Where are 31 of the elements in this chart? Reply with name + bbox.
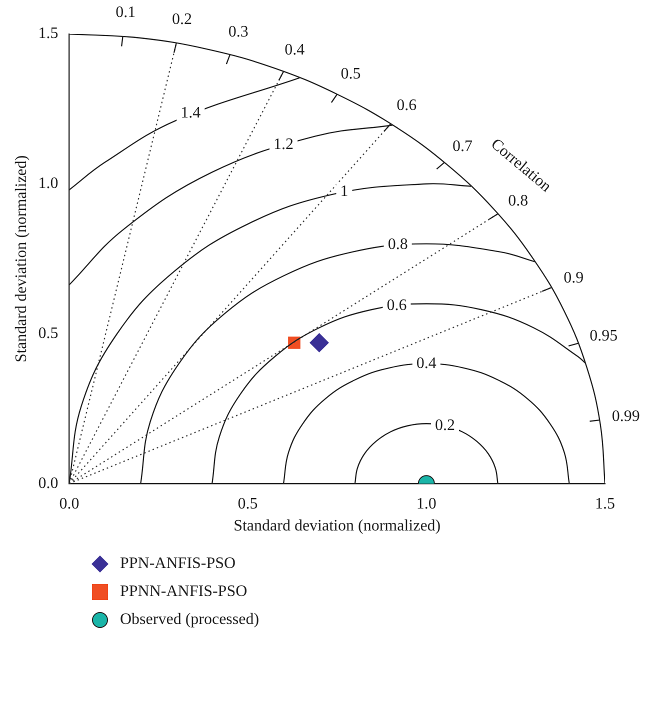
annotation: 0.9 — [564, 270, 584, 287]
annotation: 0.95 — [590, 328, 618, 345]
annotation: 0.4 — [416, 354, 436, 372]
y-tick-label: 1.0 — [38, 175, 58, 192]
annotation: 1.2 — [274, 136, 294, 153]
legend-label: PPN-ANFIS-PSO — [120, 555, 236, 573]
annotation: 0.8 — [388, 236, 408, 254]
annotation: 1 — [340, 183, 348, 200]
annotation: 0.5 — [340, 66, 361, 83]
y-axis-title: Standard deviation (normalized) — [12, 155, 30, 362]
annotation: 0.7 — [452, 138, 472, 156]
annotation: 0.6 — [386, 296, 407, 314]
y-tick-label: 0.5 — [38, 324, 58, 342]
x-axis-title: Standard deviation (normalized) — [234, 518, 441, 535]
annotation: 0.2 — [172, 10, 192, 28]
x-tick-label: 1.5 — [595, 495, 615, 512]
x-tick-label: 0.0 — [59, 495, 80, 512]
annotation: 0.4 — [284, 41, 305, 58]
annotation: 0.3 — [228, 23, 248, 40]
annotation: 0.1 — [116, 4, 136, 21]
annotation: 0.6 — [396, 97, 417, 114]
annotation: 1.4 — [180, 104, 201, 122]
annotation: 0.2 — [434, 416, 455, 434]
y-tick-label: 0.0 — [38, 474, 58, 492]
y-tick-label: 1.5 — [38, 25, 58, 42]
legend-label: PPNN-ANFIS-PSO — [120, 583, 248, 601]
annotation: 0.99 — [612, 408, 640, 426]
annotation: 0.8 — [508, 192, 528, 210]
legend-label: Observed (processed) — [120, 611, 260, 629]
x-tick-label: 1.0 — [416, 495, 436, 512]
x-tick-label: 0.5 — [238, 495, 258, 512]
